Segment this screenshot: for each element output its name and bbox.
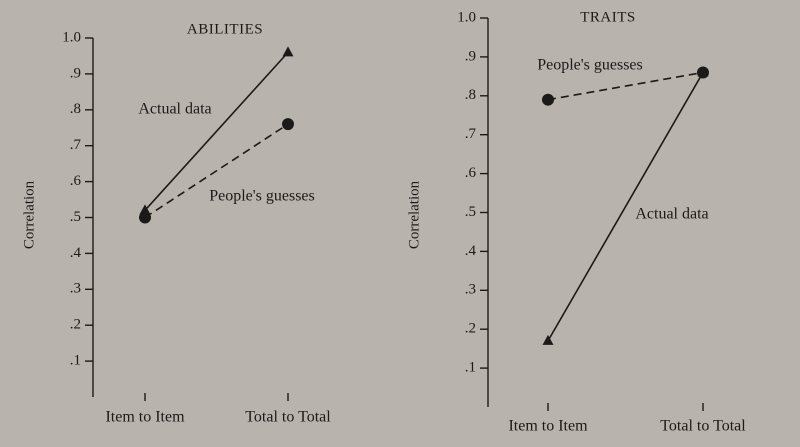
y-tick-label: .9 [70,65,81,81]
series-line [144,51,289,211]
y-tick-label: .4 [70,245,82,261]
y-tick-label: .5 [70,209,81,225]
x-tick-label: Total to Total [660,418,746,435]
y-tick-label: .8 [70,101,81,117]
circle-marker [542,93,554,106]
y-tick-label: .8 [465,87,476,103]
y-tick-label: 1.0 [457,9,476,25]
series-label: People's guesses [209,188,315,205]
triangle-marker [282,46,294,57]
circle-marker [282,118,294,131]
series-line [144,123,289,219]
y-axis-label: Correlation [21,180,37,249]
circle-marker [139,211,151,224]
triangle-marker [542,334,554,345]
series-line [547,72,704,342]
y-tick-label: .6 [465,165,477,181]
y-tick-label: .2 [465,321,476,337]
x-tick-label: Item to Item [508,418,588,435]
circle-marker [697,66,709,79]
y-tick-label: 1.0 [62,29,81,45]
series-label: People's guesses [537,57,643,74]
y-tick-label: .1 [465,360,476,376]
chart-title: ABILITIES [187,21,263,37]
y-tick-label: .2 [70,317,81,333]
series-line [547,71,704,101]
chart-title: TRAITS [580,9,636,25]
y-tick-label: .3 [465,282,476,298]
x-tick-label: Total to Total [245,409,331,426]
x-tick-label: Item to Item [105,409,185,426]
y-tick-label: .1 [70,353,81,369]
y-tick-label: .6 [70,173,82,189]
triangle-marker [139,204,151,215]
y-tick-label: .5 [465,204,476,220]
y-tick-label: .7 [70,137,82,153]
series-label: Actual data [635,206,708,223]
y-tick-label: .4 [465,243,477,259]
y-tick-label: .3 [70,281,81,297]
y-axis-label: Correlation [406,180,422,249]
y-tick-label: .7 [465,126,477,142]
series-label: Actual data [138,101,211,118]
y-tick-label: .9 [465,48,476,64]
